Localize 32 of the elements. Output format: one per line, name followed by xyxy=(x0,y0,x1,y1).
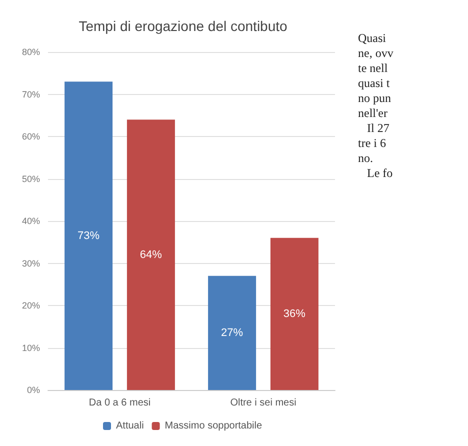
legend-label: Massimo sopportabile xyxy=(164,420,262,432)
text: Quasi xyxy=(358,31,387,45)
chart-title: Tempi di erogazione del contibuto xyxy=(78,18,288,34)
y-tick-label: 0% xyxy=(26,385,40,395)
text: te nell xyxy=(358,61,388,75)
text: no. xyxy=(358,151,373,165)
bar xyxy=(208,276,256,390)
text: Il 27 xyxy=(358,121,390,135)
legend-label: Attuali xyxy=(116,420,144,432)
bar xyxy=(126,120,175,390)
text: ne, ovv xyxy=(358,46,394,60)
y-tick-label: 40% xyxy=(22,216,40,226)
y-tick-label: 80% xyxy=(22,47,40,57)
bar xyxy=(64,82,113,390)
data-label: 64% xyxy=(140,248,162,261)
data-label: 27% xyxy=(221,326,244,339)
y-tick-label: 70% xyxy=(22,89,40,100)
text: quasi t xyxy=(358,76,390,90)
y-tick-label: 50% xyxy=(22,174,40,184)
x-tick-label: Da 0 a 6 mesi xyxy=(88,398,151,408)
data-label: 36% xyxy=(283,308,306,320)
y-tick-label: 60% xyxy=(22,132,40,142)
text: tre i 6 xyxy=(358,136,386,150)
y-tick-label: 10% xyxy=(22,342,40,353)
text: nell'er xyxy=(358,106,388,120)
y-tick-label: 20% xyxy=(22,300,40,310)
data-label: 73% xyxy=(78,230,100,242)
x-tick-label: Oltre i sei mesi xyxy=(230,398,296,408)
bar xyxy=(270,238,318,390)
text: no pun xyxy=(358,91,391,105)
y-tick-label: 30% xyxy=(22,258,40,268)
text: Le fo xyxy=(358,166,393,180)
